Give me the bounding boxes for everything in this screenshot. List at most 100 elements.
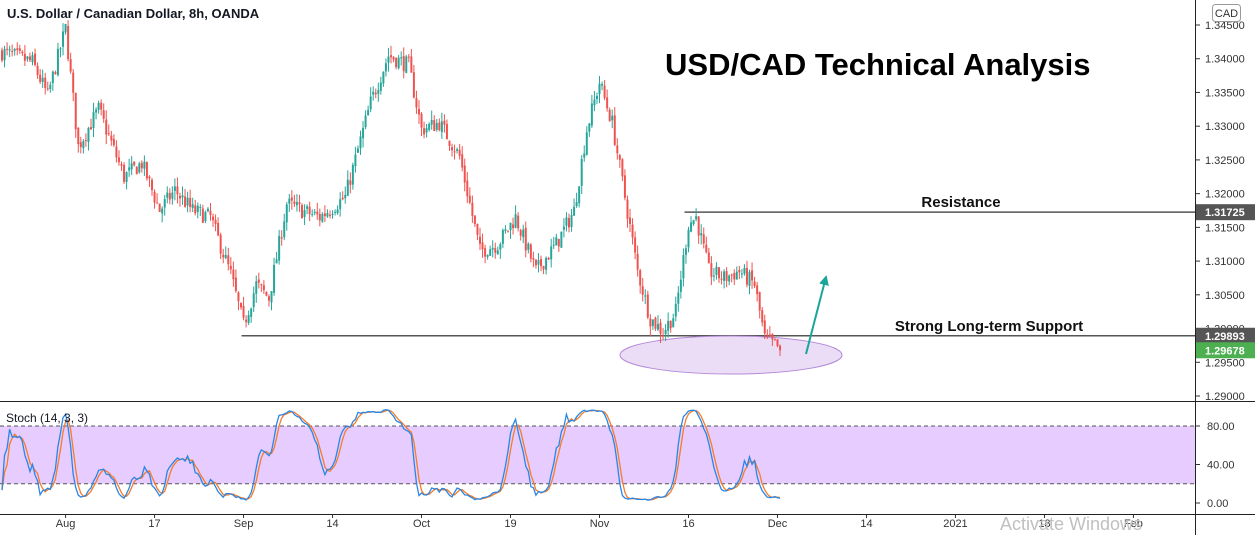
candle-body [212,216,215,221]
currency-badge[interactable] [1212,4,1241,22]
candle-body [626,199,629,219]
candle-body [629,217,632,224]
candle-body [684,248,687,255]
candle-body [79,142,82,148]
candle-body [359,136,362,149]
time-tick-label: 14 [860,518,872,530]
candle-body [130,163,133,170]
candle-body [18,48,21,51]
candle-body [133,161,136,166]
candle-body [751,270,754,281]
candle-body [588,123,591,132]
candle-body [217,222,220,236]
candle-body [120,164,123,166]
candle-body [489,249,492,256]
candle-body [46,88,49,90]
candle-body [733,272,736,280]
candle-body [611,115,614,121]
price-tick-label: 1.32000 [1205,189,1245,201]
candle-body [593,99,596,106]
candle-body [374,92,377,95]
candle-body [550,246,553,260]
time-tick-label: Feb [1124,518,1143,530]
analysis-title: USD/CAD Technical Analysis [665,47,1091,82]
candle-body [486,255,489,257]
candle-body [509,222,512,231]
resistance-price-label: 1.31725 [1205,207,1245,219]
candle-body [222,254,225,258]
candle-body [56,48,59,76]
candle-body [547,257,550,260]
candle-body [601,84,604,86]
candle-body [667,320,670,331]
candle-body [125,172,128,183]
candle-body [451,147,454,151]
candle-body [672,318,675,328]
candle-body [481,242,484,250]
candle-body [267,296,270,301]
support-zone-ellipse[interactable] [619,335,843,375]
price-tick-label: 1.30500 [1205,290,1245,302]
candle-body [377,89,380,94]
candle-body [417,108,420,115]
symbol-title: U.S. Dollar / Canadian Dollar, 8h, OANDA [7,6,260,21]
candle-body [768,334,771,336]
candle-body [384,63,387,72]
candle-body [697,216,700,236]
candle-body [654,317,657,329]
candle-body [707,252,710,264]
candle-body [168,192,171,200]
candle-body [540,258,543,267]
candle-body [67,25,70,60]
currency-badge-label: CAD [1215,8,1238,20]
candle-body [616,145,619,154]
candle-body [379,82,382,91]
candle-body [156,202,159,204]
price-tick-label: 1.33500 [1205,87,1245,99]
candle-body [476,223,479,235]
candle-body [644,295,647,297]
candle-body [341,197,344,200]
candle-body [567,218,570,228]
candle-body [328,214,331,216]
candle-body [636,253,639,270]
candle-body [100,102,103,110]
candle-body [135,166,138,175]
candle-body [514,214,517,228]
candle-body [252,293,255,308]
candle-body [715,266,718,275]
candle-body [761,310,764,323]
candle-body [354,154,357,167]
time-tick-label: Sep [234,518,254,530]
candle-body [730,274,733,276]
candle-body [524,227,527,251]
candle-body [229,265,232,270]
candle-body [171,192,174,199]
candle-body [21,51,24,54]
candle-body [598,83,601,95]
candle-body [725,271,728,281]
candle-body [224,254,227,259]
candle-body [400,57,403,59]
candle-body [153,191,156,203]
candle-body [669,320,672,329]
price-tick-label: 1.34000 [1205,54,1245,66]
candle-body [618,155,621,160]
candle-body [326,213,329,217]
candle-body [138,163,141,173]
candle-body [428,123,431,130]
candle-body [527,243,530,250]
time-tick-label: Nov [590,518,610,530]
candle-body [234,277,237,291]
candle-body [641,286,644,295]
candle-body [565,217,568,226]
candle-body [191,204,194,208]
candle-body [323,213,326,217]
price-tick-label: 1.31000 [1205,256,1245,268]
candle-body [506,230,509,232]
price-tick-label: 1.33000 [1205,121,1245,133]
candle-body [560,231,563,248]
candle-body [303,210,306,217]
stoch-title: Stoch (14, 3, 3) [6,411,88,425]
